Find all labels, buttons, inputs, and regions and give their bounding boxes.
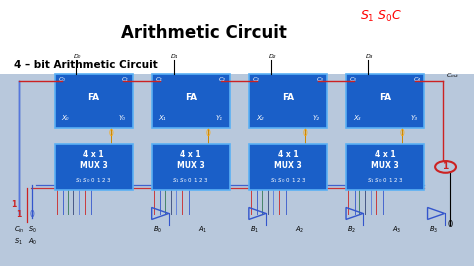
FancyBboxPatch shape [346, 74, 424, 128]
FancyBboxPatch shape [249, 74, 327, 128]
Text: D₀: D₀ [74, 53, 82, 59]
Text: C₃: C₃ [316, 77, 323, 82]
Text: C₂: C₂ [219, 77, 226, 82]
Text: C₃: C₃ [350, 77, 357, 82]
Text: $C_{in}$: $C_{in}$ [14, 225, 24, 235]
Text: 0: 0 [447, 221, 453, 230]
FancyBboxPatch shape [0, 74, 474, 266]
Text: 1: 1 [11, 200, 17, 209]
Text: Y₂: Y₂ [313, 115, 320, 121]
Text: $A_3$: $A_3$ [392, 225, 401, 235]
FancyBboxPatch shape [249, 144, 327, 190]
Text: $S_0$: $S_0$ [28, 225, 36, 235]
Text: X₃: X₃ [353, 115, 361, 121]
Text: 1: 1 [16, 210, 22, 219]
Text: 0: 0 [400, 129, 405, 138]
Text: $S_1\ S_0\ 0\ 1\ 2\ 3$: $S_1\ S_0\ 0\ 1\ 2\ 3$ [270, 177, 306, 185]
Text: MUX 3: MUX 3 [80, 161, 108, 170]
Text: FA: FA [88, 93, 100, 102]
Text: X₂: X₂ [256, 115, 264, 121]
Text: Y₁: Y₁ [216, 115, 223, 121]
Text: FA: FA [185, 93, 197, 102]
Text: MUX 3: MUX 3 [371, 161, 399, 170]
FancyBboxPatch shape [152, 74, 230, 128]
Text: C₀: C₀ [58, 77, 65, 82]
Text: Y₀: Y₀ [118, 115, 126, 121]
FancyBboxPatch shape [55, 74, 133, 128]
Text: $A_0$: $A_0$ [28, 236, 38, 247]
Text: D₃: D₃ [365, 53, 373, 59]
Text: 4 x 1: 4 x 1 [375, 150, 395, 159]
FancyBboxPatch shape [55, 144, 133, 190]
Text: FA: FA [379, 93, 391, 102]
Text: 0: 0 [30, 210, 35, 219]
Text: $B_2$: $B_2$ [347, 225, 356, 235]
Text: $B_3$: $B_3$ [429, 225, 438, 235]
Text: $B_0$: $B_0$ [153, 225, 162, 235]
Text: 0: 0 [109, 129, 113, 138]
Text: $S_1\ S_0\ 0\ 1\ 2\ 3$: $S_1\ S_0\ 0\ 1\ 2\ 3$ [75, 177, 112, 185]
Text: Y₃: Y₃ [410, 115, 417, 121]
Text: $A_1$: $A_1$ [198, 225, 207, 235]
Text: X₁: X₁ [159, 115, 166, 121]
Text: $S_1$: $S_1$ [14, 236, 22, 247]
Text: 4 x 1: 4 x 1 [83, 150, 104, 159]
Text: D₂: D₂ [268, 53, 276, 59]
Text: MUX 3: MUX 3 [177, 161, 205, 170]
Text: D₁: D₁ [171, 53, 179, 59]
Text: $S_1\ S_0 C$: $S_1\ S_0 C$ [360, 9, 403, 23]
Text: 4 x 1: 4 x 1 [181, 150, 201, 159]
Text: C₁: C₁ [155, 77, 163, 82]
Text: C₄: C₄ [413, 77, 420, 82]
Text: $S_1\ S_0\ 0\ 1\ 2\ 3$: $S_1\ S_0\ 0\ 1\ 2\ 3$ [367, 177, 403, 185]
Text: 0: 0 [206, 129, 210, 138]
FancyBboxPatch shape [152, 144, 230, 190]
Text: 4 x 1: 4 x 1 [278, 150, 298, 159]
Text: FA: FA [282, 93, 294, 102]
Text: $A_2$: $A_2$ [295, 225, 304, 235]
Text: $B_1$: $B_1$ [250, 225, 259, 235]
Text: 1: 1 [442, 163, 449, 171]
Text: C₁: C₁ [122, 77, 129, 82]
Text: $C_{out}$: $C_{out}$ [446, 71, 459, 80]
Text: C₂: C₂ [253, 77, 260, 82]
Text: $S_1\ S_0\ 0\ 1\ 2\ 3$: $S_1\ S_0\ 0\ 1\ 2\ 3$ [173, 177, 209, 185]
Text: Arithmetic Circuit: Arithmetic Circuit [121, 24, 287, 42]
Text: MUX 3: MUX 3 [274, 161, 302, 170]
Text: X₀: X₀ [62, 115, 69, 121]
Text: 0: 0 [303, 129, 308, 138]
FancyBboxPatch shape [346, 144, 424, 190]
Text: 4 – bit Arithmetic Circuit: 4 – bit Arithmetic Circuit [14, 60, 158, 70]
